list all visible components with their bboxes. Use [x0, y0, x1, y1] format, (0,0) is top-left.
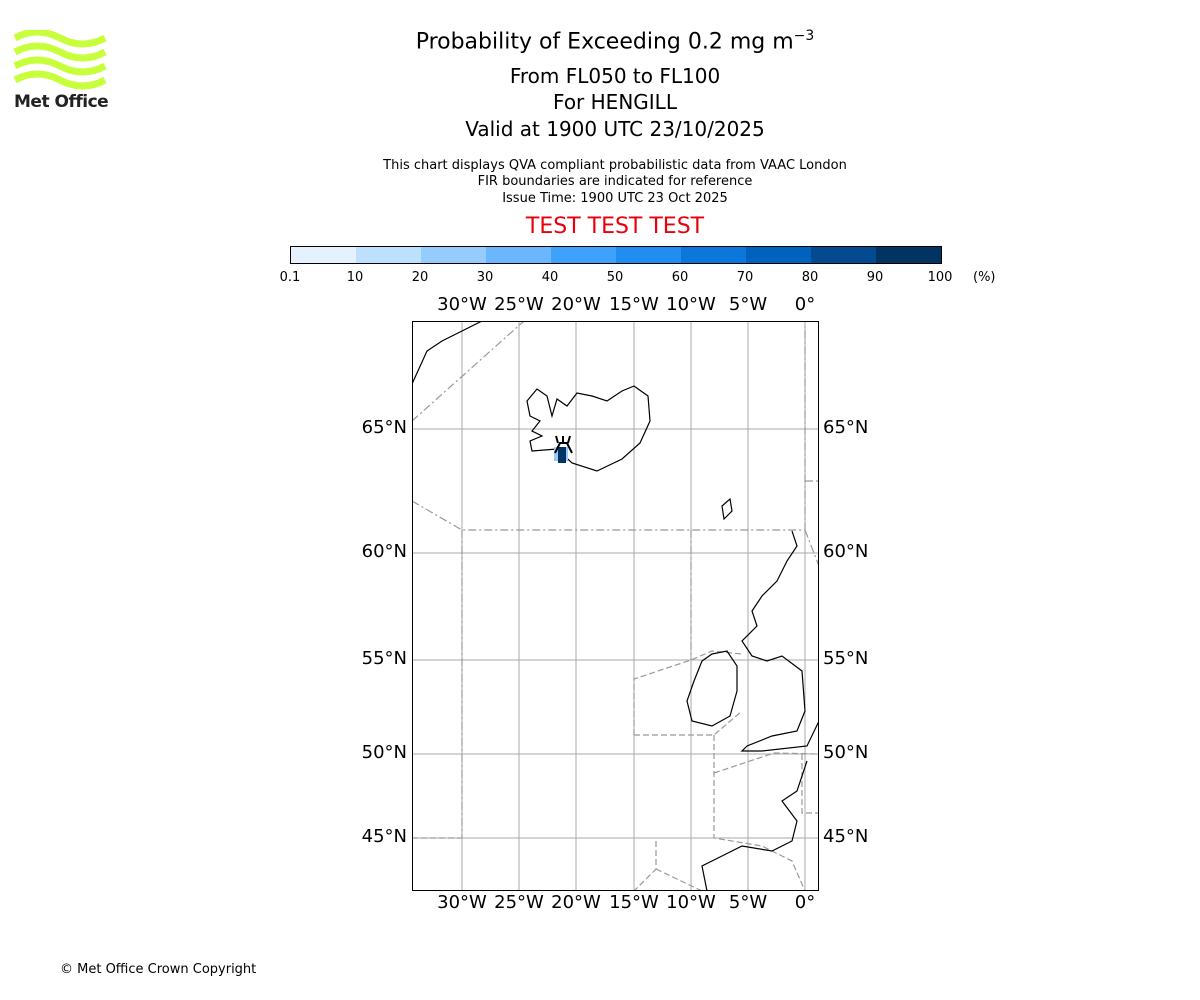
- fir-boundaries: [412, 321, 819, 838]
- volcano-name: For HENGILL: [553, 90, 677, 114]
- info-line: This chart displays QVA compliant probab…: [383, 158, 847, 173]
- colorbar-tick-label: 70: [736, 270, 754, 285]
- lat-label-left: 50°N: [361, 742, 407, 763]
- info-line: FIR boundaries are indicated for referen…: [477, 174, 753, 189]
- lon-label-bottom: 30°W: [437, 892, 487, 913]
- lat-label-left: 55°N: [361, 648, 407, 669]
- issue-time: Issue Time: 1900 UTC 23 Oct 2025: [502, 191, 728, 206]
- colorbar-tick-label: 0.1: [279, 270, 301, 285]
- lat-label-left: 65°N: [361, 417, 407, 438]
- colorbar-unit: (%): [973, 270, 996, 285]
- probability-max-area: [558, 447, 566, 463]
- colorbar-segment: [291, 247, 356, 263]
- colorbar-segment: [486, 247, 551, 263]
- lon-label-top: 30°W: [437, 294, 487, 315]
- lat-label-left: 60°N: [361, 541, 407, 562]
- lat-label-left: 45°N: [361, 826, 407, 847]
- colorbar-segment: [876, 247, 941, 263]
- lon-label-top: 10°W: [666, 294, 716, 315]
- colorbar-segment: [746, 247, 811, 263]
- chart-title: Probability of Exceeding 0.2 mg m−3: [0, 28, 1200, 54]
- met-office-logo-icon: [13, 30, 107, 90]
- colorbar-tick-label: 100: [927, 270, 953, 285]
- colorbar-segment: [681, 247, 746, 263]
- lat-label-right: 60°N: [823, 541, 869, 562]
- colorbar-tick-label: 20: [411, 270, 429, 285]
- colorbar-segment: [356, 247, 421, 263]
- lon-label-top: 5°W: [728, 294, 768, 315]
- colorbar-tick-label: 60: [671, 270, 689, 285]
- colorbar-tick-label: 80: [801, 270, 819, 285]
- colorbar: [290, 246, 942, 264]
- fir-boundaries-dashed: [412, 650, 819, 891]
- lat-label-right: 65°N: [823, 417, 869, 438]
- lon-label-bottom: 5°W: [728, 892, 768, 913]
- volcano-plume: [554, 447, 568, 463]
- coastlines: [412, 321, 819, 891]
- lon-label-bottom: 20°W: [551, 892, 601, 913]
- valid-time: Valid at 1900 UTC 23/10/2025: [465, 117, 765, 141]
- logo-text: Met Office: [14, 92, 109, 112]
- lon-label-bottom: 10°W: [666, 892, 716, 913]
- colorbar-tick-label: 10: [346, 270, 364, 285]
- gridlines: [412, 321, 819, 891]
- colorbar-tick-label: 40: [541, 270, 559, 285]
- lat-label-right: 50°N: [823, 742, 869, 763]
- colorbar-tick-label: 50: [606, 270, 624, 285]
- title-units-sup: −3: [793, 28, 815, 44]
- lon-label-top: 25°W: [494, 294, 544, 315]
- lon-label-bottom: 25°W: [494, 892, 544, 913]
- colorbar-segment: [616, 247, 681, 263]
- lat-label-right: 55°N: [823, 648, 869, 669]
- copyright: © Met Office Crown Copyright: [60, 962, 257, 977]
- colorbar-tick-label: 30: [476, 270, 494, 285]
- title-text: Probability of Exceeding 0.2 mg m: [415, 29, 794, 55]
- colorbar-segment: [811, 247, 876, 263]
- colorbar-segment: [551, 247, 616, 263]
- lon-label-bottom: 15°W: [609, 892, 659, 913]
- colorbar-tick-label: 90: [866, 270, 884, 285]
- colorbar-segment: [421, 247, 486, 263]
- lon-label-top: 20°W: [551, 294, 601, 315]
- map-plot: [412, 321, 819, 891]
- lon-label-top: 15°W: [609, 294, 659, 315]
- lat-label-right: 45°N: [823, 826, 869, 847]
- volcano-icon: [554, 435, 573, 454]
- lon-label-bottom: 0°: [794, 892, 816, 913]
- flight-levels: From FL050 to FL100: [509, 64, 721, 88]
- lon-label-top: 0°: [794, 294, 816, 315]
- test-banner: TEST TEST TEST: [525, 214, 705, 239]
